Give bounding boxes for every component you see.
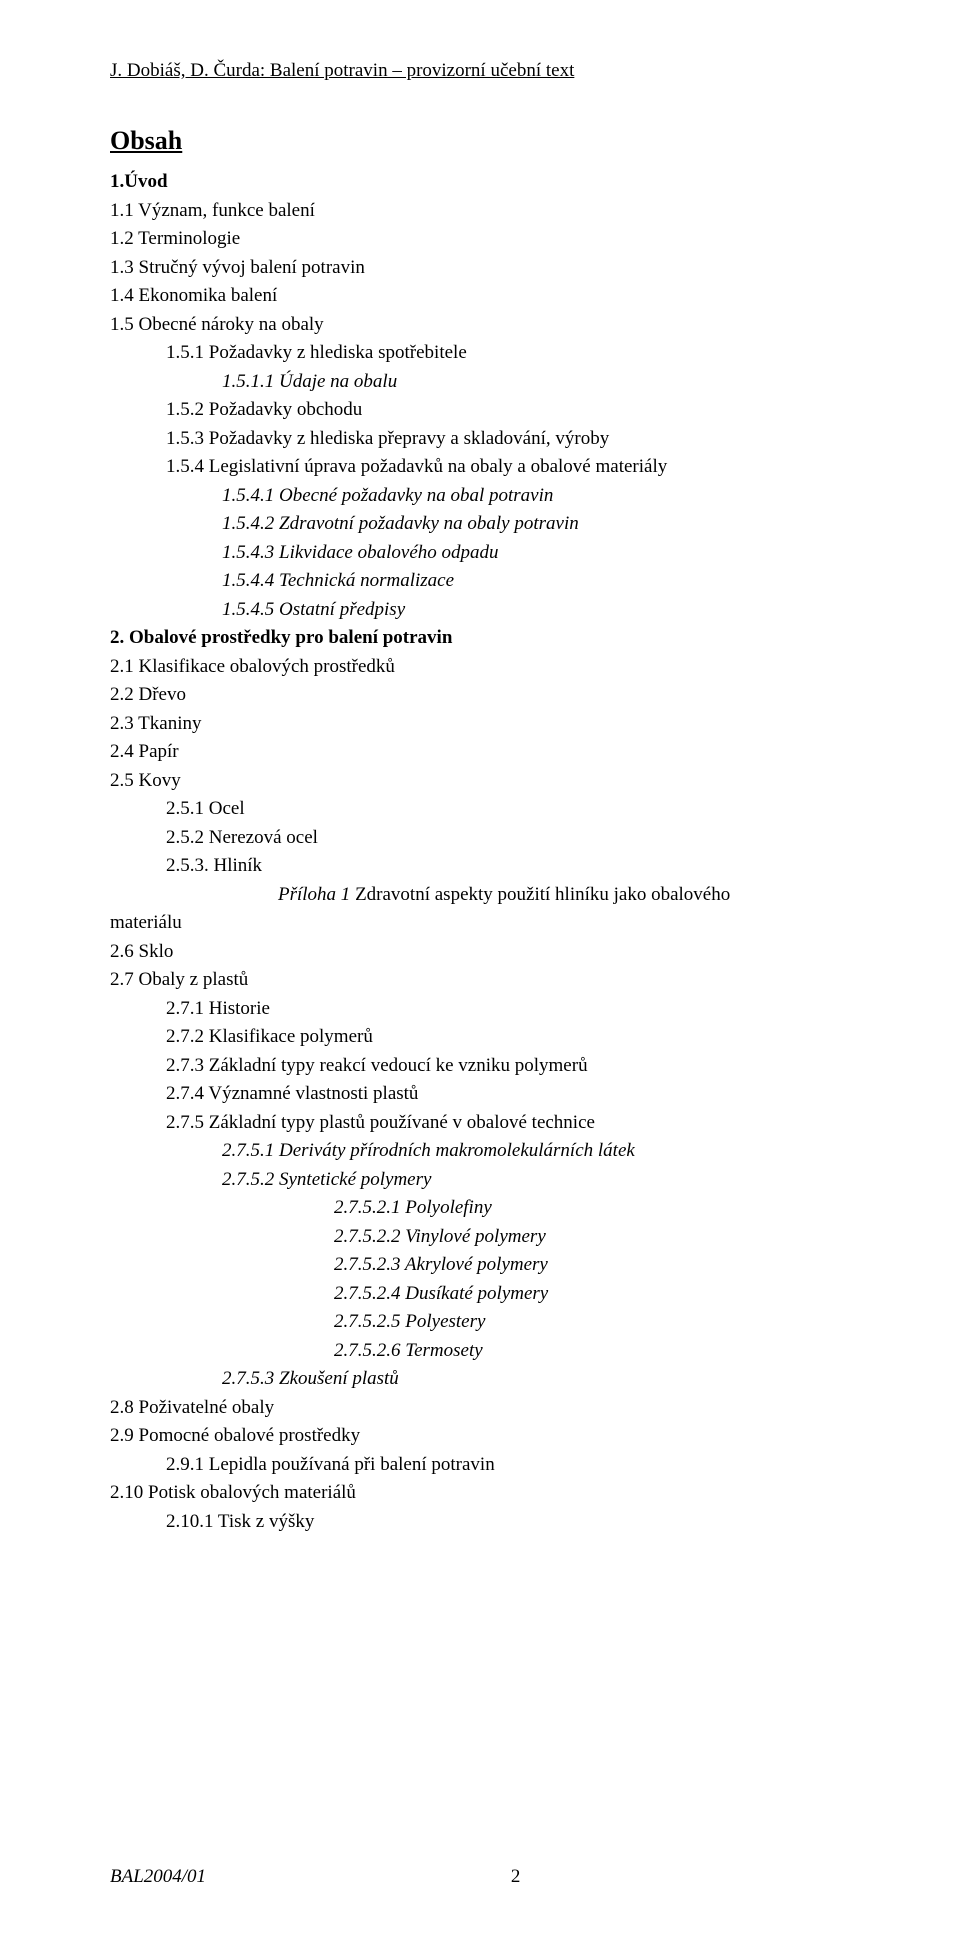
toc-entry: 2.7.2 Klasifikace polymerů <box>166 1023 850 1052</box>
toc-entry: 1.5.1.1 Údaje na obalu <box>222 368 850 397</box>
toc-entry: 1.5.4 Legislativní úprava požadavků na o… <box>166 453 850 482</box>
toc-entry: 2.7.3 Základní typy reakcí vedoucí ke vz… <box>166 1052 850 1081</box>
toc-entry: 2.7.5.1 Deriváty přírodních makromolekul… <box>222 1137 850 1166</box>
toc-entry: 1.3 Stručný vývoj balení potravin <box>110 254 850 283</box>
toc-entry: 1.1 Význam, funkce balení <box>110 197 850 226</box>
toc-entry: 2.7.5.2.2 Vinylové polymery <box>334 1223 850 1252</box>
toc-entry: 2.5 Kovy <box>110 767 850 796</box>
toc-entry: 1.5.4.2 Zdravotní požadavky na obaly pot… <box>222 510 850 539</box>
toc-entry: 1.5 Obecné nároky na obaly <box>110 311 850 340</box>
toc-entry: 1.5.2 Požadavky obchodu <box>166 396 850 425</box>
toc-entry: 2.2 Dřevo <box>110 681 850 710</box>
toc-entry: 1.4 Ekonomika balení <box>110 282 850 311</box>
toc-entry: 2.7.5.2.3 Akrylové polymery <box>334 1251 850 1280</box>
toc-entry: 2.9.1 Lepidla používaná při balení potra… <box>166 1451 850 1480</box>
toc-entry: 2.8 Poživatelné obaly <box>110 1394 850 1423</box>
toc-entry: 2.4 Papír <box>110 738 850 767</box>
toc-entry: 2.7.5.2.6 Termosety <box>334 1337 850 1366</box>
footer-code: BAL2004/01 <box>110 1866 206 1887</box>
toc-entry: Příloha 1 Zdravotní aspekty použití hlin… <box>278 881 850 910</box>
toc-entry: 1.5.4.3 Likvidace obalového odpadu <box>222 539 850 568</box>
toc-entry: 2.7.5.2.5 Polyestery <box>334 1308 850 1337</box>
toc-entry: 2.1 Klasifikace obalových prostředků <box>110 653 850 682</box>
toc-entry: 2.7.4 Významné vlastnosti plastů <box>166 1080 850 1109</box>
footer: BAL2004/01 2 <box>110 1866 850 1888</box>
toc-entry: 1.Úvod <box>110 168 850 197</box>
header-text: J. Dobiáš, D. Čurda: Balení potravin – p… <box>110 60 850 82</box>
toc-entry: 2.7.5.2.4 Dusíkaté polymery <box>334 1280 850 1309</box>
toc-entry: 2.9 Pomocné obalové prostředky <box>110 1422 850 1451</box>
toc-entry: 2.5.3. Hliník <box>166 852 850 881</box>
toc-entry: 2.7.5.2 Syntetické polymery <box>222 1166 850 1195</box>
toc-entry: 2. Obalové prostředky pro balení potravi… <box>110 624 850 653</box>
toc-entry: 1.5.4.4 Technická normalizace <box>222 567 850 596</box>
toc-entry: 2.7 Obaly z plastů <box>110 966 850 995</box>
toc-entry: 2.7.1 Historie <box>166 995 850 1024</box>
toc-entry: 1.5.4.1 Obecné požadavky na obal potravi… <box>222 482 850 511</box>
toc-entry: 2.3 Tkaniny <box>110 710 850 739</box>
toc-entry: 2.6 Sklo <box>110 938 850 967</box>
toc-entry: 1.5.4.5 Ostatní předpisy <box>222 596 850 625</box>
toc-entry: 2.7.5.3 Zkoušení plastů <box>222 1365 850 1394</box>
toc-entry: 1.5.1 Požadavky z hlediska spotřebitele <box>166 339 850 368</box>
page-number: 2 <box>511 1866 521 1888</box>
toc-entry: 2.7.5 Základní typy plastů používané v o… <box>166 1109 850 1138</box>
page-title: Obsah <box>110 126 850 156</box>
toc-entry: 2.5.1 Ocel <box>166 795 850 824</box>
toc-entry: 1.5.3 Požadavky z hlediska přepravy a sk… <box>166 425 850 454</box>
toc-entry: 1.2 Terminologie <box>110 225 850 254</box>
toc-list: 1.Úvod1.1 Význam, funkce balení1.2 Termi… <box>110 168 850 1536</box>
toc-entry: 2.5.2 Nerezová ocel <box>166 824 850 853</box>
toc-entry: 2.7.5.2.1 Polyolefiny <box>334 1194 850 1223</box>
toc-entry: 2.10.1 Tisk z výšky <box>166 1508 850 1537</box>
toc-entry: 2.10 Potisk obalových materiálů <box>110 1479 850 1508</box>
toc-entry: materiálu <box>110 909 850 938</box>
